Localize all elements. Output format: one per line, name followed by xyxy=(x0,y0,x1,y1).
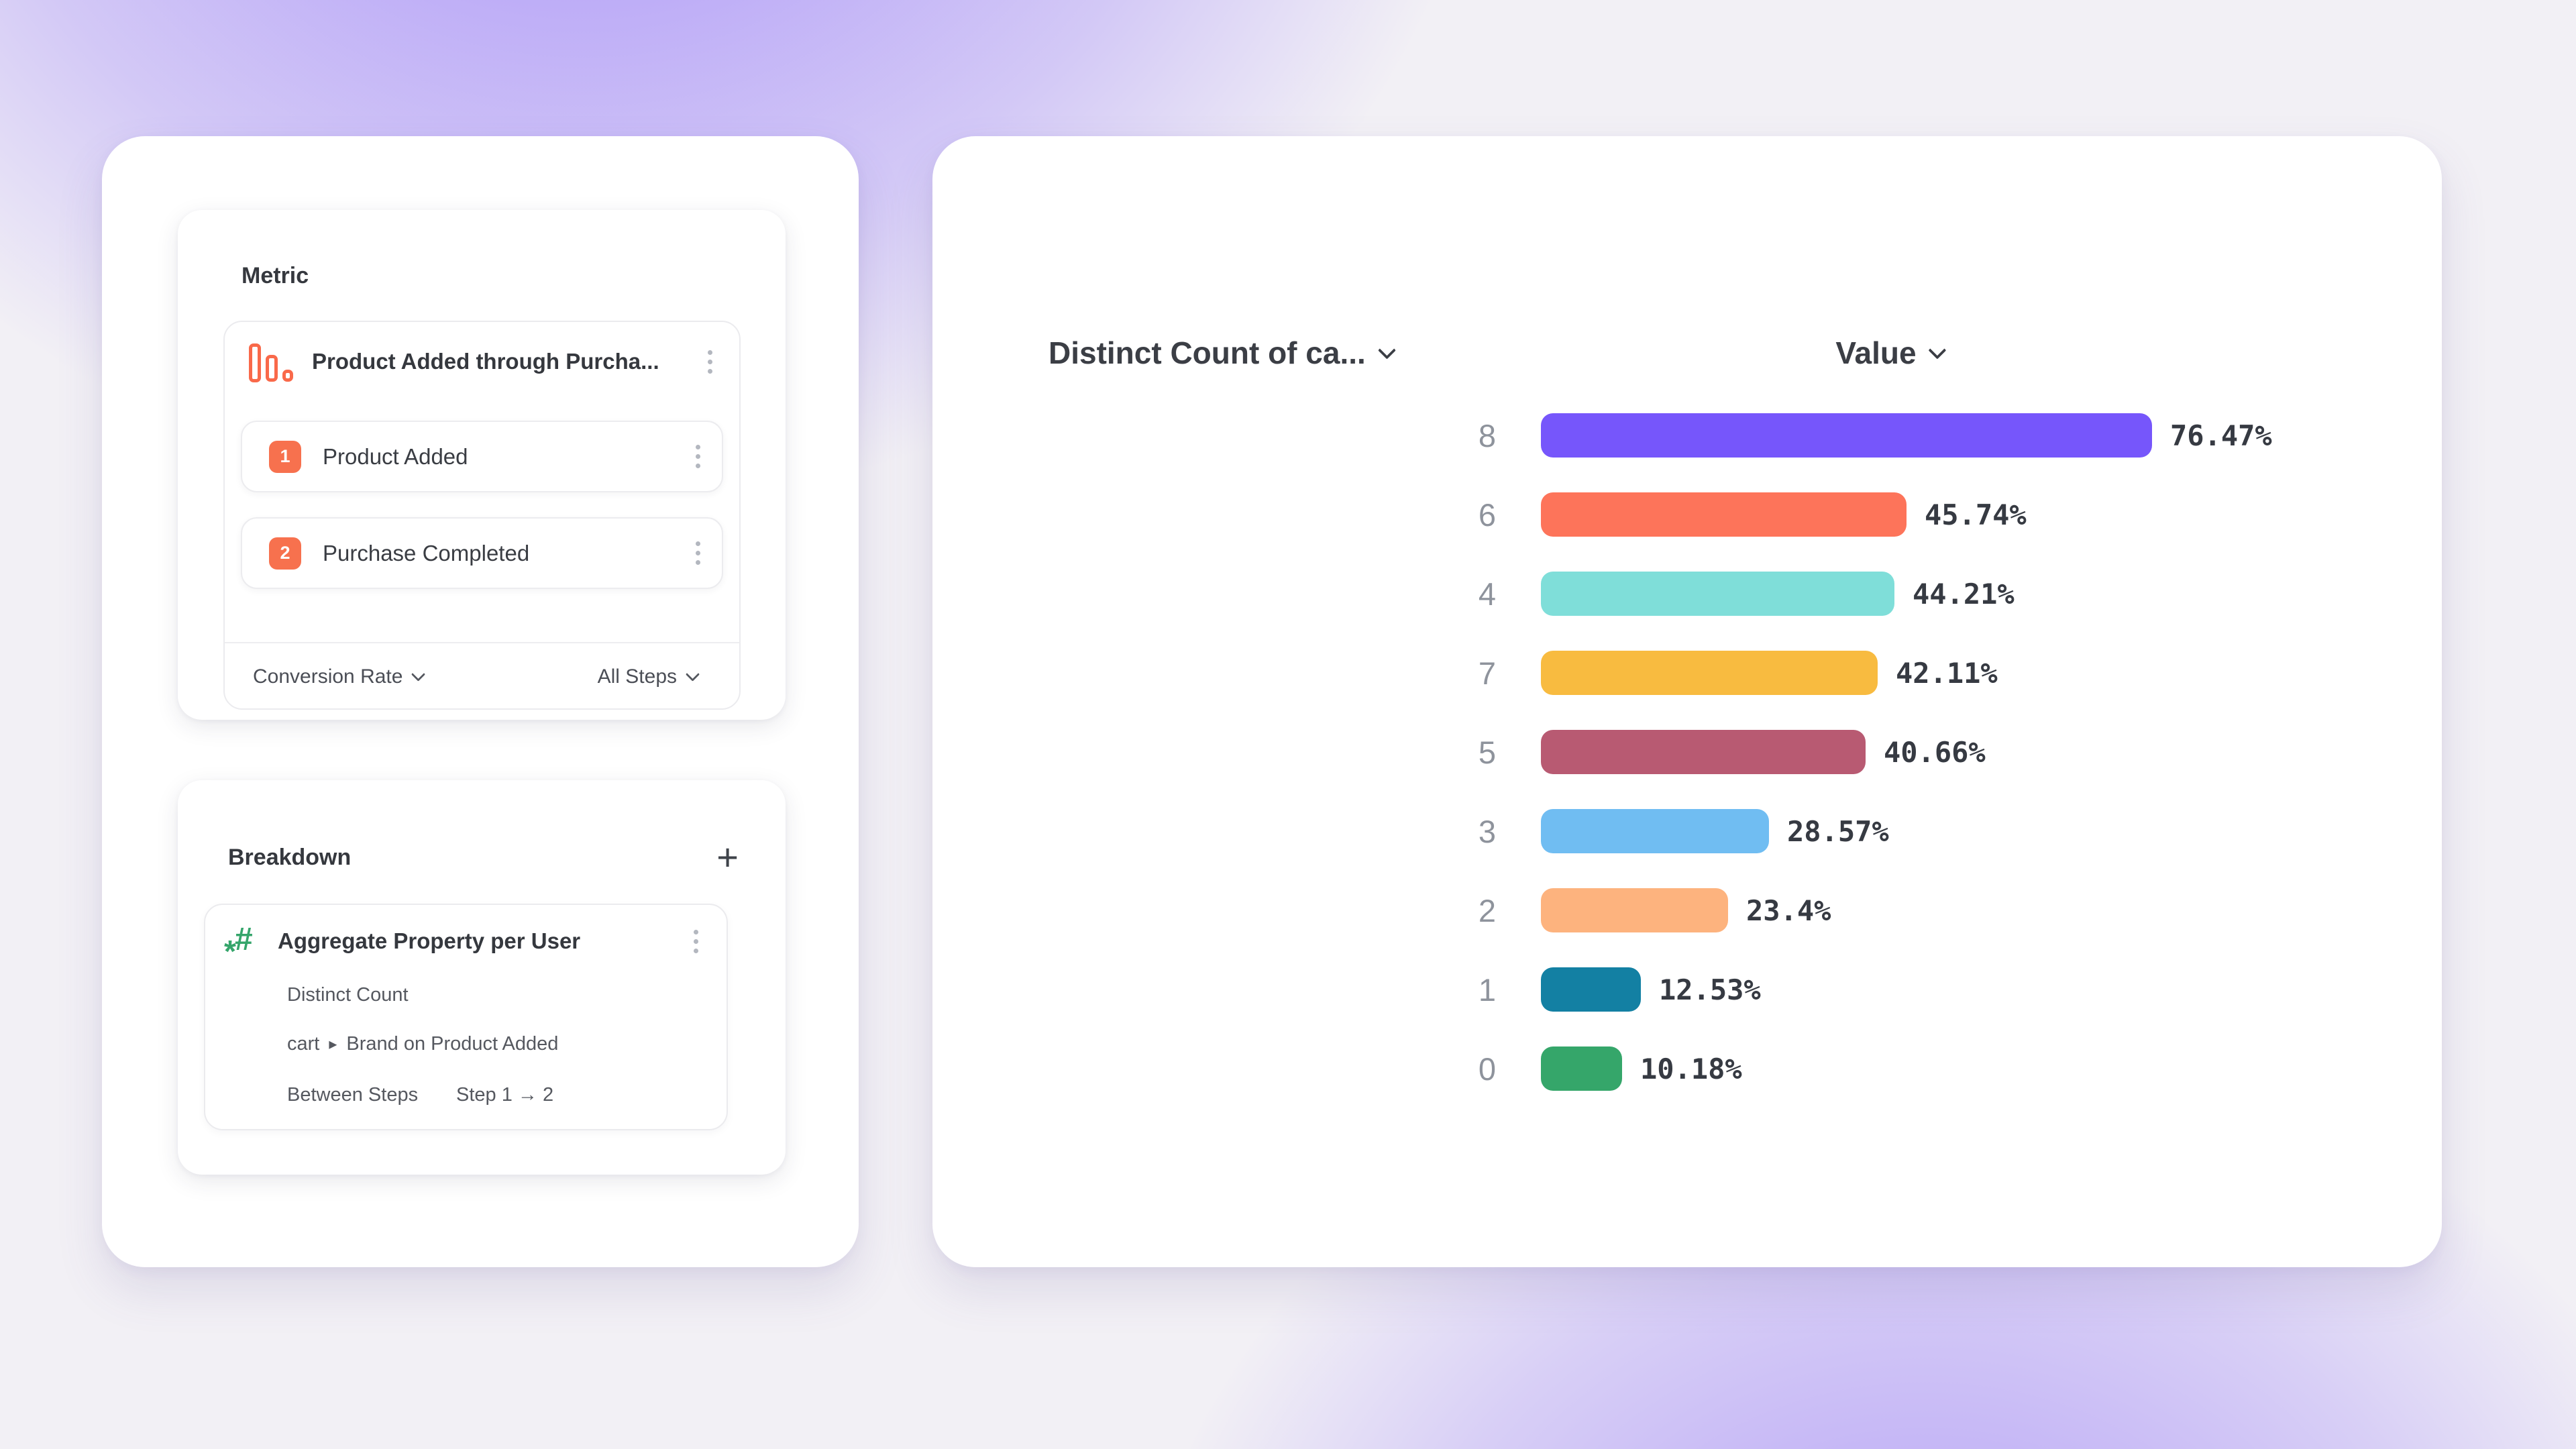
bar-category-label: 7 xyxy=(1478,655,1496,691)
bar[interactable] xyxy=(1541,967,1641,1012)
chart-rows: 8 76.47% 6 45.74% 4 44.21% 7 42.11% 5 40.66% 3 28.5… xyxy=(932,413,2415,1126)
bar[interactable] xyxy=(1541,888,1728,932)
funnel-chart-icon xyxy=(249,341,293,382)
chevron-down-icon xyxy=(1377,341,1396,360)
bar-value-label: 10.18% xyxy=(1640,1052,1742,1085)
chevron-down-icon xyxy=(411,667,426,682)
metric-section: Metric Product Added through Purcha... 1… xyxy=(178,210,786,720)
category-header-label: Distinct Count of ca... xyxy=(1049,335,1366,370)
chart-row: 0 10.18% xyxy=(932,1046,2415,1091)
bar-value-label: 23.4% xyxy=(1746,894,1831,927)
chart-row: 2 23.4% xyxy=(932,888,2415,932)
chart-column-header-category[interactable]: Distinct Count of ca... xyxy=(1049,335,1396,371)
bar[interactable] xyxy=(1541,809,1769,853)
bar-value-label: 28.57% xyxy=(1787,814,1889,848)
breakdown-property-title: Aggregate Property per User xyxy=(278,928,581,953)
step-label: Purchase Completed xyxy=(323,540,530,566)
bar[interactable] xyxy=(1541,572,1894,616)
chart-row: 7 42.11% xyxy=(932,651,2415,695)
bar-category-label: 5 xyxy=(1478,734,1496,770)
between-steps-value: Step 1 → 2 xyxy=(456,1084,554,1106)
breakdown-section-title: Breakdown xyxy=(228,844,352,870)
chevron-down-icon xyxy=(685,667,700,682)
bar[interactable] xyxy=(1541,651,1878,695)
property-path-prefix: cart xyxy=(287,1033,320,1055)
step-number-badge: 2 xyxy=(269,537,301,570)
step-label: Product Added xyxy=(323,443,468,469)
bar[interactable] xyxy=(1541,1046,1622,1091)
conversion-rate-dropdown[interactable]: Conversion Rate xyxy=(253,665,426,688)
all-steps-label: All Steps xyxy=(597,665,677,688)
funnel-panel: Product Added through Purcha... 1 Produc… xyxy=(223,321,741,710)
chart-row: 8 76.47% xyxy=(932,413,2415,458)
panel-divider xyxy=(225,642,739,643)
chart-row: 1 12.53% xyxy=(932,967,2415,1012)
funnel-panel-footer: Conversion Rate All Steps xyxy=(225,643,739,710)
bar-category-label: 6 xyxy=(1478,496,1496,533)
bar-value-label: 44.21% xyxy=(1913,577,2015,610)
chart-row: 5 40.66% xyxy=(932,730,2415,774)
bar-value-label: 40.66% xyxy=(1884,735,1986,769)
bar-category-label: 0 xyxy=(1478,1051,1496,1087)
chart-row: 4 44.21% xyxy=(932,572,2415,616)
breakdown-property-path: cart ▸ Brand on Product Added xyxy=(287,1033,558,1055)
chevron-down-icon xyxy=(1928,341,1947,360)
breakdown-aggregation-label: Distinct Count xyxy=(287,984,409,1006)
breakdown-property-panel[interactable]: # * Aggregate Property per User Distinct … xyxy=(204,904,728,1130)
path-arrow-icon: ▸ xyxy=(329,1035,337,1053)
kebab-menu-icon[interactable] xyxy=(692,441,704,472)
metric-section-title: Metric xyxy=(241,263,309,288)
kebab-menu-icon[interactable] xyxy=(704,346,716,378)
bar-category-label: 1 xyxy=(1478,971,1496,1008)
between-steps-label: Between Steps xyxy=(287,1084,419,1106)
kebab-menu-icon[interactable] xyxy=(692,537,704,569)
chart-row: 3 28.57% xyxy=(932,809,2415,853)
funnel-step-row[interactable]: 1 Product Added xyxy=(241,421,723,492)
bar-category-label: 2 xyxy=(1478,892,1496,928)
chart-row: 6 45.74% xyxy=(932,492,2415,537)
bar[interactable] xyxy=(1541,730,1866,774)
breakdown-section: Breakdown + # * Aggregate Property per Us… xyxy=(178,780,786,1175)
funnel-header[interactable]: Product Added through Purcha... xyxy=(225,322,739,401)
bar-value-label: 42.11% xyxy=(1896,656,1998,690)
config-panel-card: Metric Product Added through Purcha... 1… xyxy=(102,136,859,1267)
chart-card: Distinct Count of ca... Value 8 76.47% 6 45… xyxy=(932,136,2442,1267)
bar-category-label: 3 xyxy=(1478,813,1496,849)
bar-value-label: 45.74% xyxy=(1925,498,2027,531)
bar-value-label: 12.53% xyxy=(1659,973,1761,1006)
bar-value-label: 76.47% xyxy=(2170,419,2272,452)
conversion-rate-label: Conversion Rate xyxy=(253,665,403,688)
bar-category-label: 4 xyxy=(1478,576,1496,612)
value-header-label: Value xyxy=(1835,335,1917,370)
all-steps-dropdown[interactable]: All Steps xyxy=(597,665,700,688)
bar[interactable] xyxy=(1541,413,2152,458)
breakdown-between-steps-row: Between Steps Step 1 → 2 xyxy=(287,1084,553,1106)
property-path-suffix: Brand on Product Added xyxy=(346,1033,559,1055)
add-breakdown-button[interactable]: + xyxy=(716,836,739,878)
funnel-title: Product Added through Purcha... xyxy=(312,349,659,374)
chart-column-header-value[interactable]: Value xyxy=(1835,335,1947,371)
kebab-menu-icon[interactable] xyxy=(690,926,702,957)
bar-category-label: 8 xyxy=(1478,417,1496,453)
bar[interactable] xyxy=(1541,492,1907,537)
aggregate-property-hash-icon: # * xyxy=(224,922,253,969)
step-number-badge: 1 xyxy=(269,440,301,473)
funnel-step-row[interactable]: 2 Purchase Completed xyxy=(241,517,723,589)
